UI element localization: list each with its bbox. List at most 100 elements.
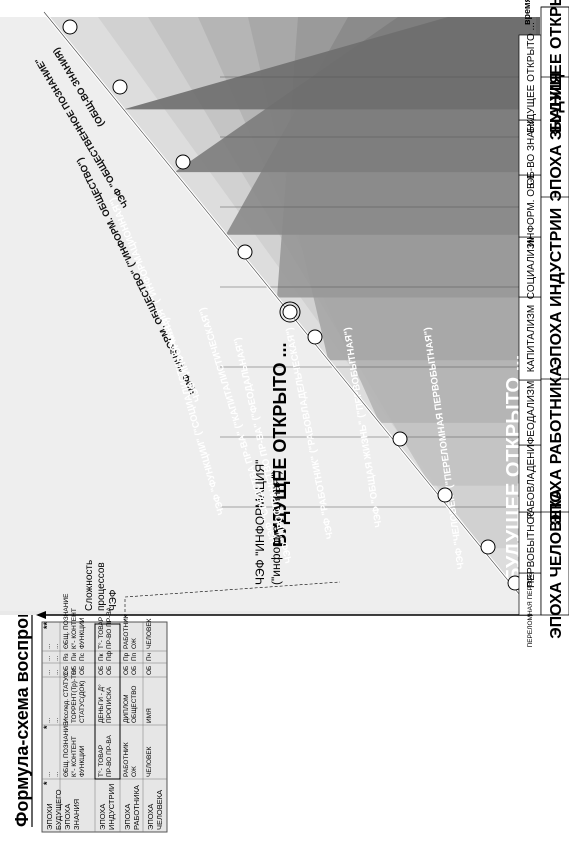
table-cell: ПРОПИСКА [106, 686, 113, 723]
table-cell: ... [61, 643, 68, 649]
formula-table: ЭПОХИ БУДУЩЕГО ЭПОХА ЗНАНИЯ ЭПОХА ИНДУСТРИИ ЭП… [41, 581, 341, 833]
epoch-label: БУДУЩЕЕ ОТКРЫТО ... [548, 0, 565, 133]
epoch-label: ЭПОХА ЗНАНИЯ [548, 72, 565, 201]
info-label-line1: ЧЭФ "ИНФОРМАЦИЯ" [253, 460, 267, 585]
table-row-label: ЭПОХИ [45, 803, 54, 830]
table-row-label: РАБОТНИКА [132, 785, 141, 830]
table-row-label: ЧЕЛОВЕКА [155, 790, 164, 830]
table-cell: ФУНКЦИИ [79, 617, 86, 649]
table-cell: Т°- ТОВАР [97, 617, 105, 649]
table-highlight [94, 623, 121, 780]
table-cell: ДИПЛОМ [123, 695, 130, 723]
table-star: * [42, 725, 52, 729]
table-cell: ТОРРЕНТ(Тр)-ТR° [70, 667, 78, 723]
table-cell: ФУНКЦИИ [79, 745, 86, 777]
trajectory-point [237, 244, 253, 260]
table-cell: ЧЕЛОВЕК [146, 746, 153, 777]
table-cell: СТАТУС(ДОК) [79, 681, 86, 723]
table-cell: ПР-ВО ПР-ВА [106, 607, 113, 649]
table-cell: ОБ [131, 666, 138, 675]
table-cell: ОЖ [131, 638, 138, 649]
table-cell: Пп [131, 652, 138, 661]
table-cell: ... [53, 643, 60, 649]
table-cell: ... [45, 669, 52, 675]
table-cell: ... [61, 717, 68, 723]
trajectory-point [62, 19, 78, 35]
table-cell: ОБ [106, 666, 113, 675]
formation-label: КАПИТАЛИЗМ [526, 305, 537, 373]
table-cell: Исслед. СТАТУС [63, 672, 70, 723]
trajectory [42, 11, 535, 612]
table-row-label: ЭПОХА [123, 804, 132, 830]
table-cell: ОБ [98, 666, 105, 675]
formation-label: РАБОВЛАДЕНИЕ [526, 437, 537, 519]
table-cell: Пз [63, 653, 70, 661]
future-region [0, 17, 533, 611]
formations-strip: ПЕРЕЛОМНАЯ ПЕРВОБЫТНОСТЬПЕРВОБЫТНОСТЬРАБ… [518, 22, 542, 648]
table-cell: ... [61, 655, 68, 661]
table-cell: Пи [71, 652, 78, 661]
table-cell: РАБОТНИК [123, 614, 130, 649]
table-cell: РАБОТНИК [123, 742, 130, 777]
y-axis-arrow [36, 611, 46, 619]
table-cell: ... [45, 771, 52, 777]
table-cell: ОБ [146, 666, 153, 675]
y-axis-label-1: Сложность [84, 560, 95, 611]
formation-label: ИНФОРМ. ОБ-ВО [526, 165, 537, 247]
table-cell: ... [61, 771, 68, 777]
table-row-label: ЭПОХА [98, 804, 107, 830]
future-label-middle: БУДУЩЕЕ ОТКРЫТО ... [270, 342, 290, 547]
table-cell: ОБЩ. ПОЗНАНИЕ [63, 721, 70, 777]
table-cell: К°- КОНТЕНТ [70, 736, 78, 777]
table-cell: ДЕНЬГИ - Д° [97, 684, 105, 723]
table-star: * [42, 781, 52, 785]
trajectory-point [112, 79, 128, 95]
table-row-label: ЭПОХА [63, 804, 72, 830]
formation-label: ПЕРЕЛОМНАЯ ПЕРВОБЫТНОСТЬ [527, 541, 534, 648]
trajectory-point [282, 304, 298, 320]
table-cell: Пф [106, 650, 113, 661]
y-axis-label-2: процессов [96, 562, 107, 611]
complexity-band [123, 17, 536, 110]
table-cell: ... [45, 643, 52, 649]
trajectory-point [175, 154, 191, 170]
table-cell: ЧЕЛОВЕК [146, 618, 153, 649]
epoch-label: ЭПОХА РАБОТНИКА [548, 365, 565, 526]
epoch-label: ЭПОХА ИНДУСТРИИ [548, 208, 565, 369]
table-cell: ... [45, 717, 52, 723]
table-row-label: БУДУЩЕГО [54, 789, 63, 830]
table-cell: ... [53, 655, 60, 661]
table-cell: ... [45, 655, 52, 661]
table-cell: ИМЯ [146, 708, 153, 723]
table-cell: ОБЩЕСТВО [131, 686, 138, 723]
trajectory-point [307, 329, 323, 345]
y-axis-label-3: ЧЭФ [108, 589, 119, 611]
table-cell: Пс [79, 652, 86, 661]
table-cell: ... [53, 771, 60, 777]
formation-label: БУДУЩЕЕ ОТКРЫТО ... [526, 22, 537, 133]
table-cell: ... [53, 717, 60, 723]
table-cell: ОБ [123, 666, 130, 675]
table-cell: Пр [123, 652, 130, 661]
time-label: время [522, 0, 532, 25]
epoch-label: ЭПОХА ЧЕЛОВЕКА [548, 488, 565, 639]
table-cell: ОЖ [131, 766, 138, 777]
trajectory-point-highlight [279, 301, 301, 323]
table-cell: ... [53, 669, 60, 675]
info-label-line2: ("информационная") [269, 470, 283, 585]
table-cell: ОБ [63, 666, 70, 675]
table-row-label: ЭПОХА [146, 804, 155, 830]
table-cell: ОБЩ. ПОЗНАНИЕ [63, 593, 70, 649]
table-cell: ... [61, 669, 68, 675]
trajectory-point [392, 431, 408, 447]
table-cell: ОБ [79, 666, 86, 675]
table-cell: К°- КОНТЕНТ [70, 608, 78, 649]
trajectory-point [480, 539, 496, 555]
table-row-label: ИНДУСТРИИ [107, 784, 116, 830]
formation-label: ОБ-ВО ЗНАНИЯ [526, 109, 537, 185]
table-cell: Пк [98, 653, 105, 661]
